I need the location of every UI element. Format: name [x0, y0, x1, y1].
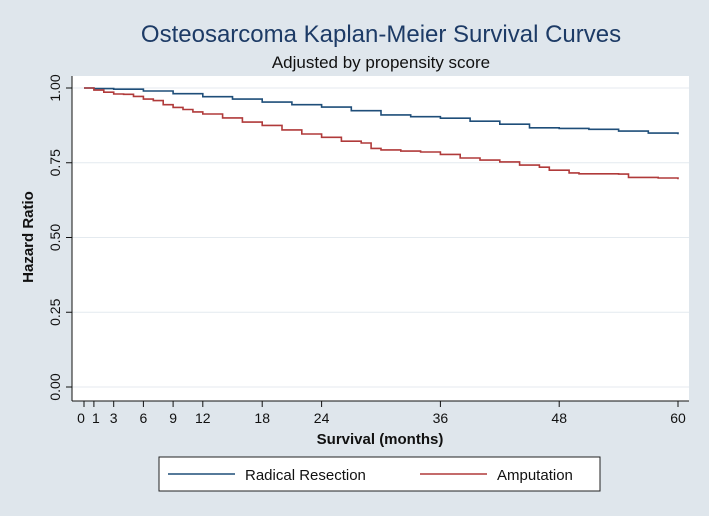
x-tick-label: 1 — [92, 410, 100, 426]
legend-label-amputation: Amputation — [497, 467, 573, 484]
x-tick-label: 60 — [670, 410, 686, 426]
x-axis-title: Survival (months) — [317, 431, 444, 448]
axes: 0.000.250.500.751.000 1 3 6 9 12 18 24 36 48 60 — [47, 74, 689, 426]
gridlines — [72, 87, 689, 388]
x-tick-label: 3 — [110, 410, 118, 426]
x-tick-label: 9 — [169, 410, 177, 426]
y-tick-label: 0.75 — [47, 149, 63, 176]
chart-title: Osteosarcoma Kaplan-Meier Survival Curve… — [141, 21, 621, 48]
y-tick-label: 1.00 — [47, 74, 63, 101]
legend-label-radical-resection: Radical Resection — [245, 467, 366, 484]
series-line-amputation — [84, 87, 679, 180]
x-tick-label: 6 — [140, 410, 148, 426]
x-tick-label: 48 — [551, 410, 567, 426]
series-lines — [84, 87, 679, 180]
series-line-radical-resection — [84, 87, 679, 135]
y-tick-label: 0.50 — [47, 224, 63, 251]
x-tick-label: 0 — [77, 410, 85, 426]
y-axis-title: Hazard Ratio — [20, 191, 37, 283]
chart-subtitle: Adjusted by propensity score — [272, 53, 490, 72]
x-tick-label: 24 — [314, 410, 330, 426]
legend: Radical Resection Amputation — [168, 467, 573, 484]
x-tick-label: 18 — [254, 410, 270, 426]
x-tick-label: 36 — [433, 410, 449, 426]
y-tick-label: 0.25 — [47, 298, 63, 325]
x-tick-label: 12 — [195, 410, 211, 426]
y-tick-label: 0.00 — [47, 373, 63, 400]
plot-area — [72, 76, 689, 401]
